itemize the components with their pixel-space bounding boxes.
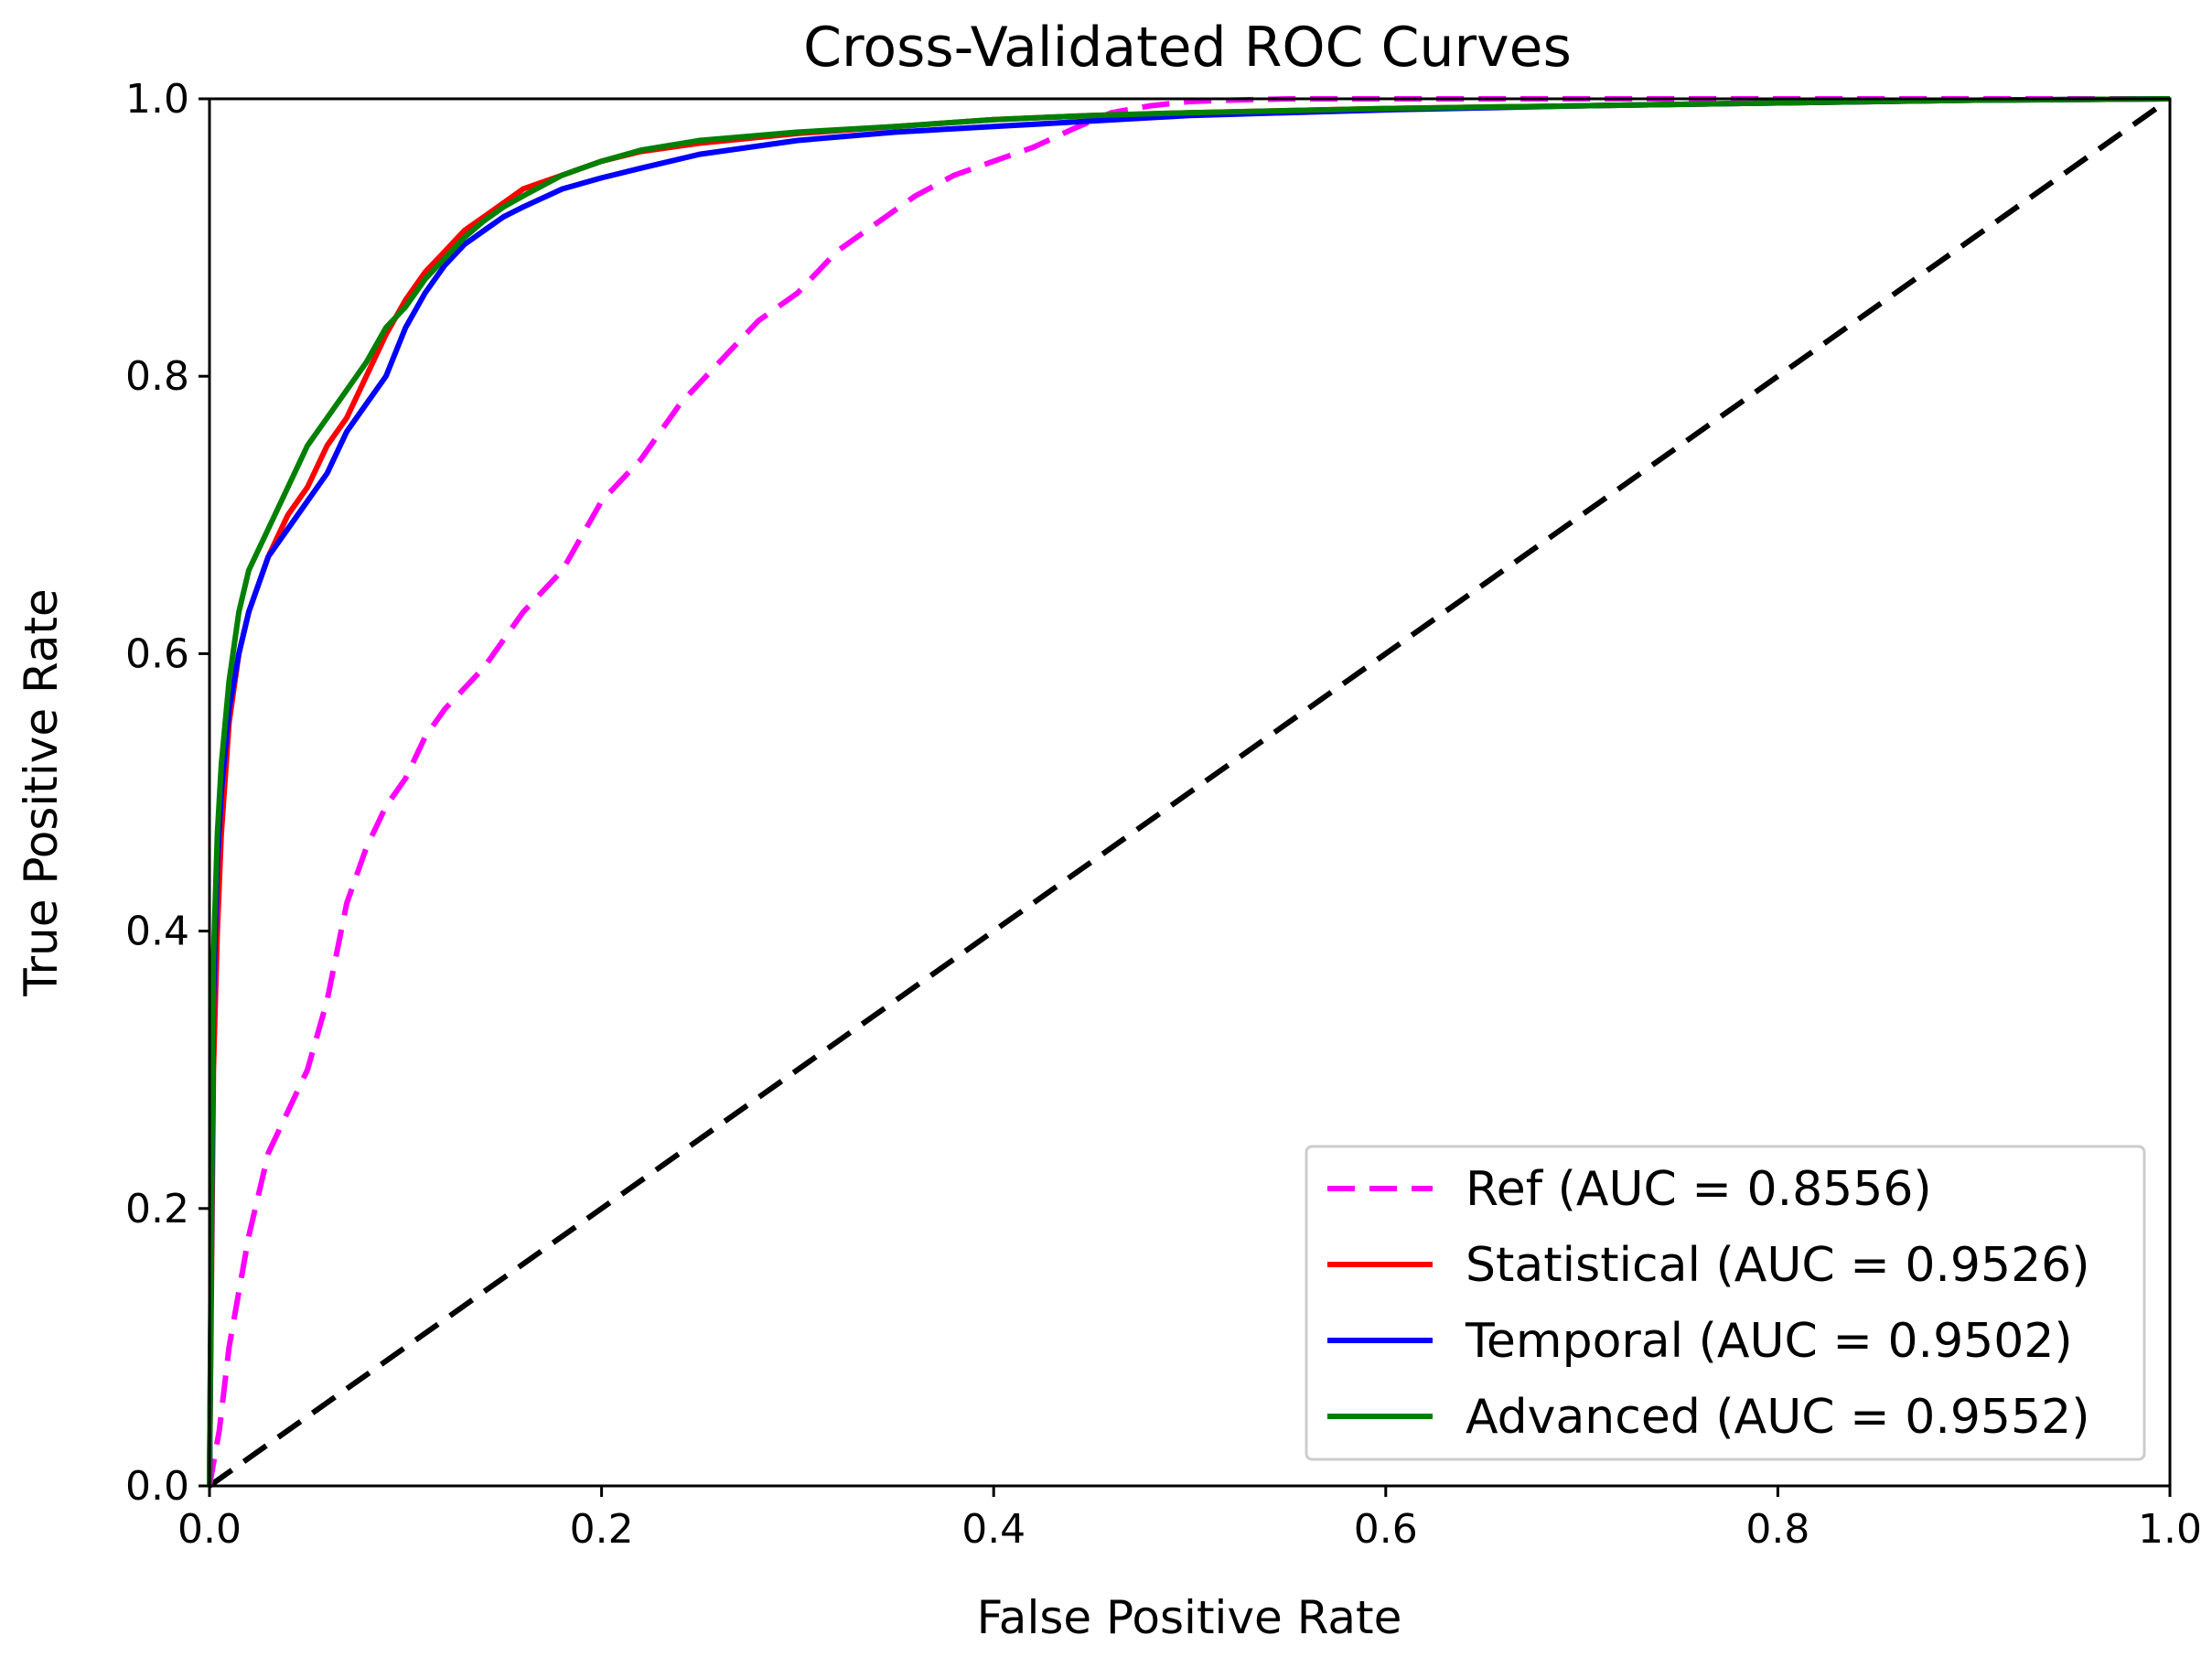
legend-label-1: Ref (AUC = 0.8556) <box>1466 1162 1932 1217</box>
x-tick-label: 0.4 <box>961 1506 1025 1553</box>
y-axis-label: True Positive Rate <box>15 588 68 996</box>
chart-title: Cross-Validated ROC Curves <box>803 16 1572 80</box>
chance-diagonal-line <box>208 96 2172 1489</box>
y-tick-label: 1.0 <box>125 76 189 123</box>
legend-label-4: Advanced (AUC = 0.9552) <box>1466 1390 2089 1445</box>
series-line-3 <box>207 96 2171 1487</box>
legend-label-2: Statistical (AUC = 0.9526) <box>1466 1238 2090 1293</box>
x-tick-label: 0.0 <box>177 1506 242 1553</box>
y-tick-label: 0.4 <box>125 909 189 955</box>
plot-frame <box>208 97 2172 1488</box>
x-tick-label: 0.8 <box>1745 1506 1809 1553</box>
x-tick-label: 0.6 <box>1354 1506 1418 1553</box>
y-tick-label: 0.2 <box>125 1186 189 1232</box>
legend: Ref (AUC = 0.8556) Statistical (AUC = 0.9… <box>1305 1145 2146 1461</box>
legend-box <box>1305 1145 2146 1461</box>
ticks-layer: 0.0 0.2 0.4 0.6 0.8 1.0 0.0 0.2 0.4 0.6 0.8 1.0 <box>125 76 2202 1553</box>
legend-label-3: Temporal (AUC = 0.9502) <box>1465 1314 2073 1369</box>
x-tick-label: 0.2 <box>570 1506 634 1553</box>
y-tick-label: 0.6 <box>125 630 189 677</box>
series-line-4 <box>207 96 2171 1487</box>
x-axis-label: False Positive Rate <box>977 1591 1402 1644</box>
x-tick-label: 1.0 <box>2138 1506 2202 1553</box>
series-line-1 <box>207 96 2170 1487</box>
curves-layer <box>207 96 2172 1489</box>
legend-items: Ref (AUC = 0.8556) Statistical (AUC = 0.9… <box>1327 1162 2090 1445</box>
y-tick-label: 0.0 <box>125 1463 189 1510</box>
y-tick-label: 0.8 <box>125 353 189 400</box>
